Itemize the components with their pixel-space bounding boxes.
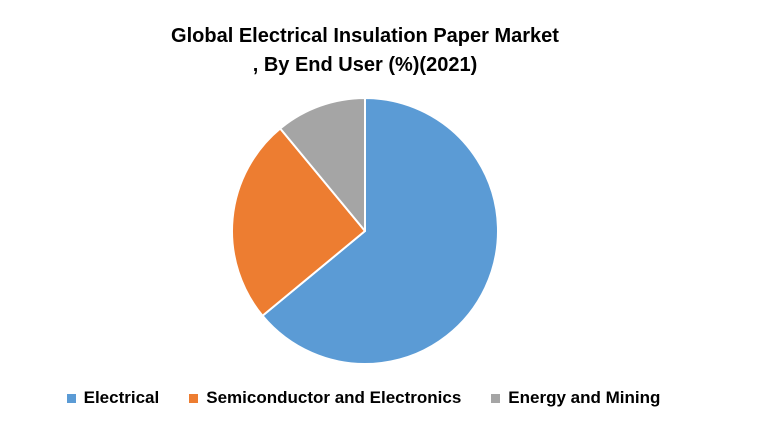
legend-label-semiconductor: Semiconductor and Electronics bbox=[206, 388, 462, 407]
pie-slice-electrical bbox=[261, 97, 499, 365]
legend-swatch-electrical bbox=[66, 393, 76, 403]
chart-title: Global Electrical Insulation Paper Marke… bbox=[0, 22, 730, 80]
legend-label-energy-mining: Energy and Mining bbox=[508, 388, 661, 407]
legend-swatch-semiconductor bbox=[189, 393, 199, 403]
pie-slice-semiconductor bbox=[231, 127, 366, 317]
pie-slice-energy-mining bbox=[279, 97, 366, 232]
legend-swatch-energy-mining bbox=[491, 393, 501, 403]
legend-item-energy-mining: Energy and Mining bbox=[491, 388, 660, 408]
legend-item-electrical: Electrical bbox=[66, 388, 160, 408]
chart-title-line-1: Global Electrical Insulation Paper Marke… bbox=[171, 25, 559, 47]
legend-item-semiconductor: Semiconductor and Electronics bbox=[189, 388, 461, 408]
chart-legend: Electrical Semiconductor and Electronics… bbox=[0, 388, 757, 408]
chart-title-line-2: , By End User (%)(2021) bbox=[252, 54, 478, 76]
legend-label-electrical: Electrical bbox=[83, 388, 160, 407]
